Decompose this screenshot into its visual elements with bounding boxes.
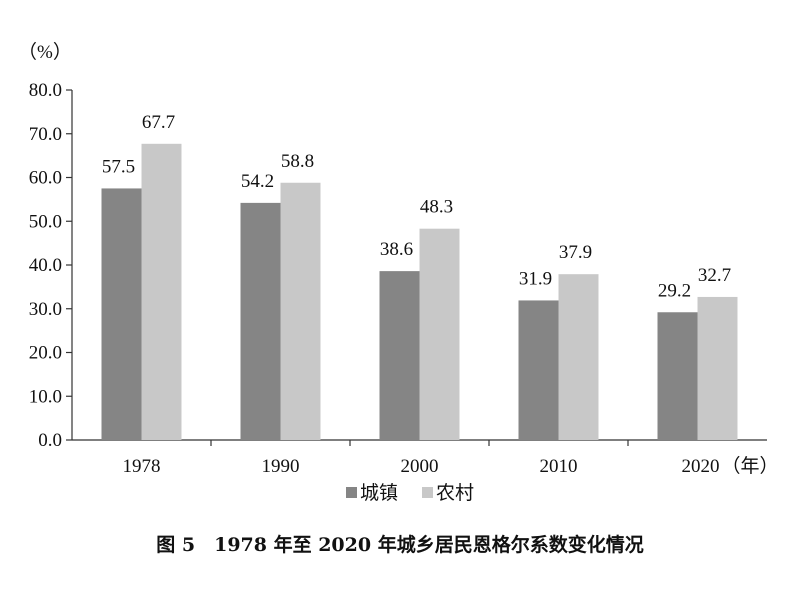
y-tick-label: 10.0 [29, 386, 62, 407]
y-tick-label: 0.0 [38, 430, 62, 451]
bar-2010-农村 [558, 274, 599, 440]
bar-2000-农村 [419, 228, 460, 440]
x-tick-label: 2000 [401, 456, 439, 477]
y-tick-label: 70.0 [29, 124, 62, 145]
legend-label: 城镇 [360, 482, 398, 504]
bar-1990-城镇 [240, 202, 281, 440]
y-tick-label: 20.0 [29, 343, 62, 364]
data-label: 57.5 [102, 156, 135, 177]
data-label: 67.7 [142, 112, 175, 133]
legend-swatch-农村 [422, 487, 433, 498]
x-tick-label: 1978 [123, 456, 161, 477]
bar-2000-城镇 [379, 271, 420, 440]
bar-2020-农村 [697, 296, 738, 440]
data-label: 54.2 [241, 171, 274, 192]
data-label: 31.9 [519, 268, 552, 289]
data-label: 29.2 [658, 280, 691, 301]
chart-title: 图 5 1978 年至 2020 年城乡居民恩格尔系数变化情况 [156, 534, 644, 556]
y-axis-unit: （%） [18, 41, 72, 63]
data-label: 48.3 [420, 197, 453, 218]
y-tick-label: 80.0 [29, 80, 62, 101]
x-tick-label: 1990 [262, 456, 300, 477]
bar-1978-城镇 [101, 188, 142, 440]
y-tick-label: 50.0 [29, 211, 62, 232]
y-tick-label: 60.0 [29, 168, 62, 189]
bar-2020-城镇 [657, 312, 698, 440]
data-label: 32.7 [698, 265, 731, 286]
y-tick-label: 40.0 [29, 255, 62, 276]
bar-chart: 0.0 10.0 20.0 30.0 40.0 50.0 60.0 70.0 80.0 （%） 19… [18, 41, 779, 504]
x-axis-unit: （年） [722, 455, 779, 477]
x-tick-label: 2020 [682, 456, 720, 477]
legend-swatch-城镇 [346, 487, 357, 498]
bar-1990-农村 [280, 182, 321, 440]
y-tick-label: 30.0 [29, 299, 62, 320]
data-label: 38.6 [380, 239, 413, 260]
bar-2010-城镇 [518, 300, 559, 440]
x-tick-label: 2010 [540, 456, 578, 477]
data-label: 58.8 [281, 151, 314, 172]
legend-label: 农村 [436, 482, 474, 504]
data-label: 37.9 [559, 242, 592, 263]
bar-1978-农村 [141, 143, 182, 440]
